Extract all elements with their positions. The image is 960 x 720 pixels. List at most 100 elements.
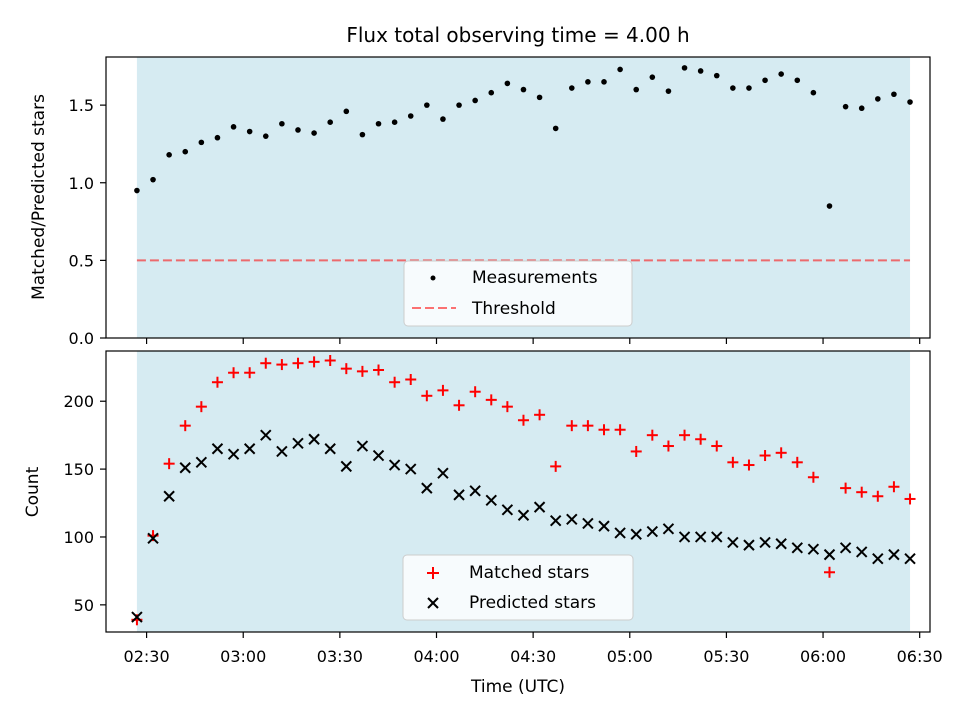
measurement-point xyxy=(617,66,623,73)
predicted-star-point xyxy=(904,552,916,565)
matched-star-point xyxy=(389,376,401,388)
predicted-star-point xyxy=(630,528,642,540)
matched-star-point xyxy=(662,440,674,452)
matched-legend-label: Matched stars xyxy=(469,563,589,583)
count-legend: Matched stars Predicted stars xyxy=(402,554,634,621)
measurement-point xyxy=(762,77,768,84)
predicted-star-point xyxy=(405,463,417,475)
predicted-star-point xyxy=(582,517,594,530)
measurement-point xyxy=(536,94,543,101)
measurement-point xyxy=(214,134,221,141)
matched-star-point xyxy=(292,357,304,369)
predicted-star-point xyxy=(340,460,353,473)
matched-star-point xyxy=(517,414,529,426)
matched-star-point xyxy=(211,376,223,388)
measurement-point xyxy=(424,102,430,108)
predicted-star-point xyxy=(872,552,884,565)
predicted-star-point xyxy=(485,494,497,507)
ratio-panel: 0.0 0.5 1.0 1.5 Matched/Predicted stars Mea… xyxy=(29,56,931,348)
matched-star-point xyxy=(195,401,207,413)
measurement-point xyxy=(262,133,269,139)
measurement-point xyxy=(520,86,527,93)
matched-star-point xyxy=(340,363,352,375)
matched-star-point xyxy=(598,424,610,436)
predicted-star-point xyxy=(260,429,272,441)
measurement-point xyxy=(150,176,156,183)
measurements-legend-marker xyxy=(430,275,436,281)
x-tick-label: 02:30 xyxy=(124,647,170,666)
predicted-star-point xyxy=(147,532,159,545)
measurement-point xyxy=(134,187,140,194)
predicted-star-point xyxy=(195,456,208,469)
matched-star-point xyxy=(260,357,272,369)
count-y-axis-label: Count xyxy=(23,466,43,517)
predicted-star-point xyxy=(421,482,433,494)
matched-star-point xyxy=(534,409,546,421)
predicted-star-point xyxy=(839,542,852,554)
matched-star-point xyxy=(582,420,594,432)
matched-star-point xyxy=(550,460,562,472)
matched-star-point xyxy=(791,456,803,468)
measurement-point xyxy=(375,120,382,127)
x-tick-label: 03:30 xyxy=(317,647,363,666)
measurement-point xyxy=(633,86,640,93)
predicted-star-point xyxy=(179,462,191,474)
predicted-star-point xyxy=(388,459,401,471)
predicted-star-point xyxy=(243,443,256,455)
count-y-tick-label: 50 xyxy=(74,596,94,615)
x-tick-label: 06:00 xyxy=(800,647,846,666)
predicted-star-point xyxy=(888,548,900,561)
measurement-point xyxy=(858,105,865,112)
measurement-point xyxy=(391,119,398,126)
matched-star-point xyxy=(485,394,497,406)
measurement-point xyxy=(601,79,607,85)
matched-star-point xyxy=(904,493,916,505)
measurement-point xyxy=(295,127,301,133)
matched-star-point xyxy=(163,458,175,470)
predicted-star-point xyxy=(598,520,610,532)
measurement-point xyxy=(568,85,575,91)
measurement-point xyxy=(166,152,172,158)
measurement-point xyxy=(488,89,495,96)
measurement-point xyxy=(472,97,478,104)
threshold-legend-label: Threshold xyxy=(471,299,556,319)
chart-title: Flux total observing time = 4.00 h xyxy=(346,23,689,47)
predicted-legend-label: Predicted stars xyxy=(469,593,596,613)
ratio-y-axis-label: Matched/Predicted stars xyxy=(29,94,49,300)
predicted-star-point xyxy=(759,536,771,549)
matched-star-point xyxy=(807,471,819,483)
matched-star-point xyxy=(179,420,191,432)
measurement-point xyxy=(504,80,511,87)
measurement-point xyxy=(826,203,833,209)
matched-star-point xyxy=(711,440,723,452)
matched-star-point xyxy=(405,374,417,386)
predicted-star-point xyxy=(501,504,514,516)
matched-star-point xyxy=(743,459,755,471)
measurement-point xyxy=(343,108,350,115)
matched-legend-marker xyxy=(427,567,439,579)
matched-star-point xyxy=(630,445,642,457)
predicted-star-point xyxy=(211,443,224,455)
count-y-tick-label: 100 xyxy=(63,528,94,547)
predicted-star-point xyxy=(163,490,175,502)
matched-star-point xyxy=(695,433,707,445)
x-tick-label: 05:00 xyxy=(607,647,653,666)
predicted-star-point xyxy=(549,514,562,527)
predicted-star-point xyxy=(324,443,336,455)
measurement-point xyxy=(552,125,559,132)
predicted-star-point xyxy=(807,543,820,555)
measurement-point xyxy=(875,96,881,102)
count-y-tick-label: 200 xyxy=(63,392,94,411)
x-tick-label: 05:30 xyxy=(703,647,749,666)
count-y-tick-label: 150 xyxy=(63,460,94,479)
matched-star-point xyxy=(679,429,691,441)
measurement-point xyxy=(746,85,752,91)
measurement-point xyxy=(649,74,656,80)
predicted-star-point xyxy=(775,538,787,550)
matched-star-point xyxy=(276,359,288,371)
measurement-point xyxy=(665,88,672,94)
measurement-point xyxy=(794,77,801,84)
ratio-legend: Measurements Threshold xyxy=(403,260,633,327)
measurement-point xyxy=(311,130,317,136)
